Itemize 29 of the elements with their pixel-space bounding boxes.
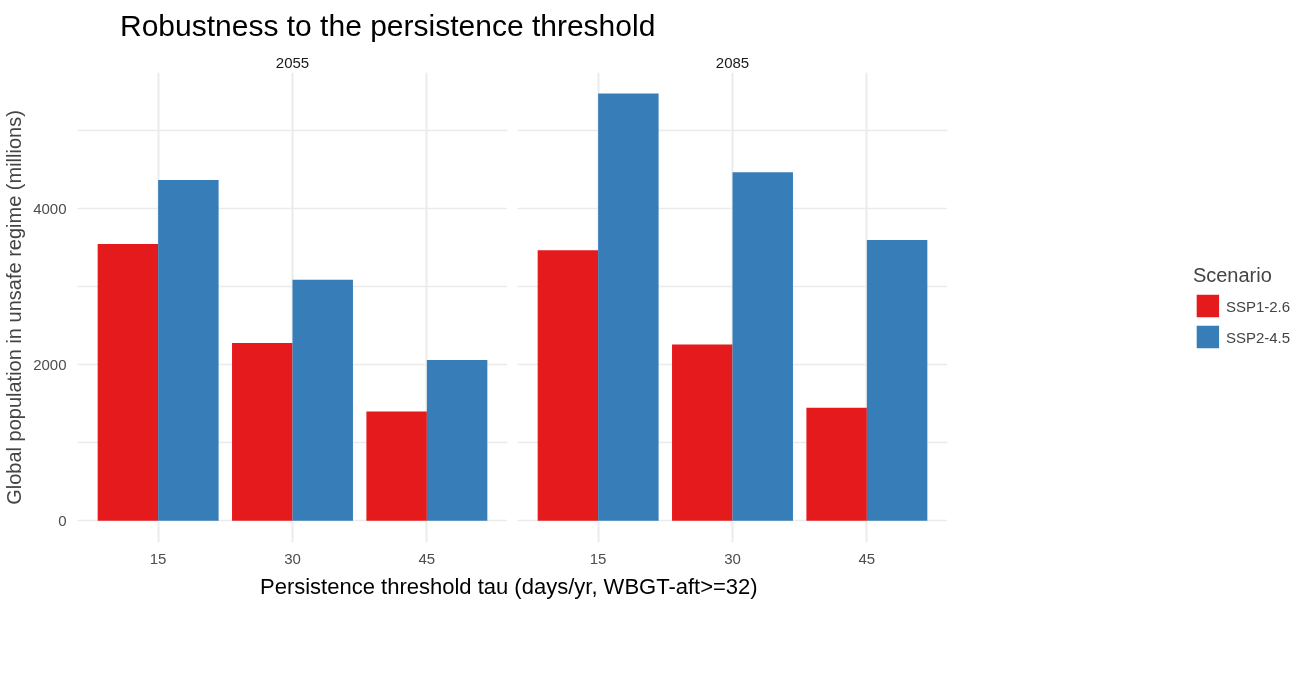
x-tick-label: 45 [418,549,436,567]
bar [732,172,793,521]
bar [866,240,928,521]
x-axis-title: Persistence threshold tau (days/yr, WBGT-aft>=32) [260,573,758,601]
y-tick-label: 2000 [33,355,67,373]
y-tick-label: 4000 [33,199,67,217]
bar [232,342,293,521]
x-tick-label: 15 [589,549,607,567]
x-tick-label: 45 [858,549,876,567]
bar [158,180,219,521]
bar [292,279,353,521]
bar [537,250,599,521]
y-tick-label: 0 [58,511,67,529]
chart-subtitle: 2055 [275,53,310,71]
bar [426,360,488,521]
x-tick-label: 30 [284,549,301,567]
bar [97,243,159,521]
y-axis-title: Global population in unsafe regime (millions) [3,110,26,505]
x-tick-label: 15 [149,549,167,567]
chart-title: Robustness to the persistence threshold [120,8,656,44]
chart-subtitle: 2085 [715,53,750,71]
bar [366,411,427,521]
bar [806,407,867,521]
legend-title: Scenario [1192,263,1273,287]
x-tick-label: 30 [724,549,741,567]
legend-label: SSP1-2.6 [1225,297,1291,314]
bar [672,344,733,521]
bar [598,93,659,521]
legend-label: SSP2-4.5 [1225,328,1291,345]
